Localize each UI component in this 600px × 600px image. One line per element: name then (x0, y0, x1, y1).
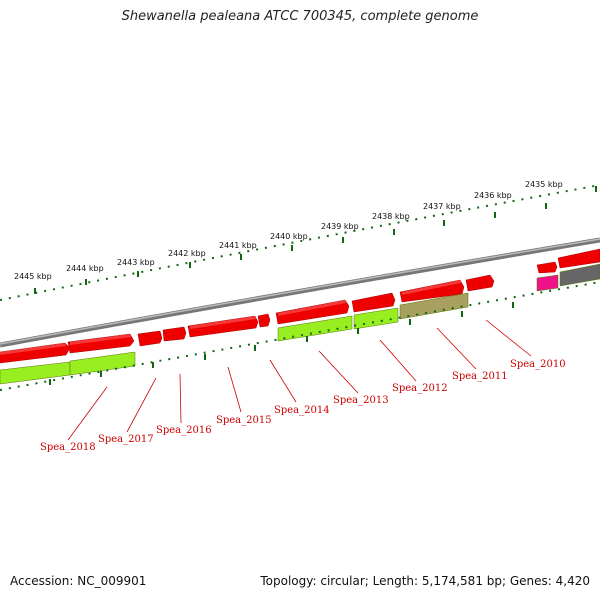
gene-label: Spea_2011 (452, 371, 508, 382)
accession-label: Accession: NC_009901 (10, 574, 147, 588)
scale-label: 2437 kbp (423, 202, 461, 211)
gene-label-leaders (67, 319, 532, 441)
gene-label: Spea_2015 (216, 415, 272, 426)
scale-label: 2443 kbp (117, 258, 155, 267)
gene-feature (277, 315, 353, 342)
gene-feature (162, 326, 187, 342)
scale-label: 2436 kbp (474, 191, 512, 200)
scale-label: 2445 kbp (14, 272, 52, 281)
scale-label: 2438 kbp (372, 212, 410, 221)
scale-label: 2439 kbp (321, 222, 359, 231)
gene-label: Spea_2014 (274, 405, 330, 416)
gene-feature (557, 248, 600, 269)
map-title: Shewanella pealeana ATCC 700345, complet… (121, 9, 479, 24)
gene-label: Spea_2016 (156, 425, 212, 436)
gene-feature (351, 292, 396, 313)
gene-feature (275, 299, 350, 325)
gene-highlights (0, 280, 461, 355)
gene-feature (257, 313, 271, 328)
gene-label: Spea_2017 (98, 434, 154, 445)
scale-ring-outer (0, 184, 600, 301)
reverse-strand-genes (0, 263, 600, 385)
gene-feature (536, 274, 559, 292)
scale-label: 2442 kbp (168, 249, 206, 258)
scale-label: 2440 kbp (270, 232, 308, 241)
scale-label: 2435 kbp (525, 180, 563, 189)
gene-feature (137, 330, 163, 347)
gene-label: Spea_2012 (392, 383, 448, 394)
gene-feature (69, 351, 136, 376)
genome-backbone (0, 237, 600, 348)
gene-label: Spea_2018 (40, 442, 96, 453)
genome-summary: Topology: circular; Length: 5,174,581 bp… (260, 574, 590, 588)
gene-label: Spea_2013 (333, 395, 389, 406)
gene-feature (465, 274, 495, 292)
scale-label: 2444 kbp (66, 264, 104, 273)
scale-label: 2441 kbp (219, 241, 257, 250)
gene-label: Spea_2010 (510, 359, 566, 370)
gene-feature (536, 261, 558, 274)
gene-feature (399, 292, 469, 320)
scale-ticks-outer (34, 186, 597, 294)
gene-feature (559, 263, 600, 287)
gene-feature (0, 361, 71, 385)
scale-ticks-inner (49, 302, 514, 385)
forward-strand-genes (0, 248, 600, 364)
